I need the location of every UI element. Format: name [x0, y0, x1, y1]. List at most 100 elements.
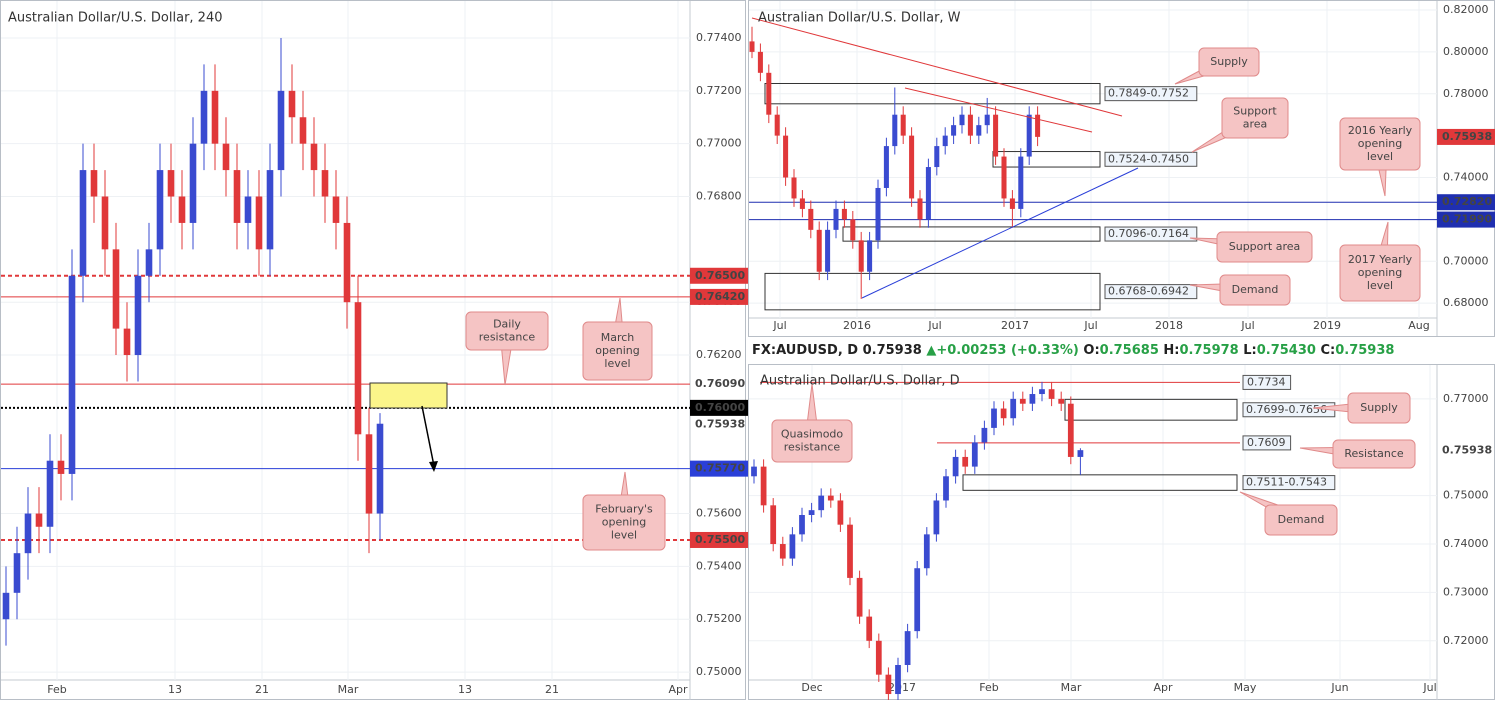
candle-body	[976, 125, 982, 136]
candle-body	[1009, 198, 1015, 209]
x-tick-label: Feb	[979, 681, 998, 694]
candle-body	[200, 90, 208, 144]
candle-body	[895, 665, 901, 695]
x-tick-label: Feb	[47, 683, 66, 696]
level-label-box	[1242, 435, 1292, 451]
callout-text: Supply	[1360, 401, 1398, 414]
candle-body	[1001, 156, 1007, 199]
candle-body	[925, 167, 931, 220]
x-tick-label: Jun	[1330, 681, 1348, 694]
y-tick-label: 0.74000	[1443, 537, 1489, 550]
x-tick-label: Jul	[1422, 681, 1436, 694]
candle-body	[299, 117, 307, 144]
price-tag-label: 0.75938	[1442, 130, 1492, 143]
x-tick-label: Aug	[1408, 319, 1429, 332]
candle-body	[1018, 156, 1024, 209]
x-tick-label: 2017	[1001, 319, 1029, 332]
x-tick-label: 21	[255, 683, 269, 696]
y-tick-label: 0.77000	[696, 137, 742, 150]
candle-body	[13, 553, 21, 593]
zone	[842, 226, 1101, 242]
candle-body	[847, 524, 853, 578]
trendline	[861, 167, 1139, 299]
change: +0.00253 (+0.33%)	[936, 343, 1079, 358]
candle-body	[892, 114, 898, 147]
candle-body	[766, 72, 772, 115]
candle-body	[134, 275, 142, 356]
candle-body	[1048, 389, 1055, 399]
candle-body	[1029, 394, 1036, 404]
candle-body	[875, 187, 881, 241]
arrow	[421, 405, 435, 467]
zone-label: 0.7096-0.7164	[1108, 227, 1189, 240]
candle-body	[35, 513, 43, 527]
close: 0.75938	[1335, 343, 1394, 358]
price-tag	[1437, 211, 1495, 228]
y-tick-label: 0.76800	[696, 190, 742, 203]
callout-text: resistance	[784, 441, 841, 454]
callout-text: Quasimodo	[781, 428, 844, 441]
candle-body	[343, 222, 351, 303]
symbol: FX:AUDUSD, D	[752, 343, 858, 358]
callout-box	[582, 321, 653, 381]
candle-body	[779, 544, 786, 559]
candle-body	[783, 135, 789, 178]
callout-box	[1347, 392, 1411, 424]
zone-label: 0.7524-0.7450	[1108, 152, 1189, 165]
candle-body	[266, 170, 274, 250]
x-tick-label: Apr	[1153, 681, 1173, 694]
callout-box	[1339, 244, 1421, 302]
y-tick-label: 0.78000	[1443, 87, 1489, 100]
candle-body	[952, 456, 959, 477]
candle-body	[1039, 389, 1045, 395]
candle-body	[255, 196, 263, 250]
callout-box	[771, 419, 853, 463]
candle-body	[833, 208, 839, 230]
y-tick-label: 0.76200	[696, 348, 742, 361]
zone-label-box	[1104, 151, 1198, 167]
candle-body	[79, 170, 87, 276]
candle-body	[751, 466, 757, 477]
candle-body	[774, 114, 780, 136]
candle-body	[808, 510, 815, 515]
x-tick-label: 2017	[888, 681, 916, 694]
price-tag-label: 0.76000	[695, 401, 745, 414]
callout-text: Demand	[1232, 283, 1279, 296]
candle-body	[984, 114, 990, 126]
candle-body	[934, 146, 940, 168]
price-tag	[690, 267, 748, 284]
candle-body	[904, 631, 911, 665]
price-tag	[690, 460, 748, 477]
zone-label-box	[1104, 226, 1198, 242]
y-tick-label: 0.75200	[696, 612, 742, 625]
callout-box	[582, 494, 666, 551]
candle-body	[799, 515, 805, 535]
candle-body	[145, 249, 153, 276]
candle-body	[178, 196, 186, 223]
quote-bar: FX:AUDUSD, D 0.75938 ▲+0.00253 (+0.33%) …	[752, 343, 1394, 358]
candle-body	[57, 460, 65, 474]
candle-body	[189, 143, 197, 223]
candle-body	[951, 125, 957, 136]
high: 0.75978	[1180, 343, 1239, 358]
callout-text: level	[611, 529, 637, 542]
candle-body	[825, 229, 831, 272]
price-tag	[1437, 194, 1495, 211]
y-tick-label: 0.68000	[1443, 296, 1489, 309]
callout-text: opening	[1358, 137, 1402, 150]
callout-text: level	[604, 357, 630, 370]
candle-body	[875, 640, 882, 675]
zone	[1064, 398, 1238, 421]
zone	[764, 82, 1101, 105]
callout-text: Support area	[1229, 240, 1301, 253]
candle-body	[123, 328, 131, 356]
candle-body	[967, 114, 973, 136]
candle-body	[981, 427, 988, 443]
callout-text: area	[1243, 118, 1268, 131]
x-tick-label: Jul	[1083, 319, 1097, 332]
zone-label-box	[1104, 86, 1198, 102]
candle-body	[789, 534, 796, 559]
x-tick-label: Jul	[772, 319, 786, 332]
x-tick-label: 2016	[843, 319, 871, 332]
